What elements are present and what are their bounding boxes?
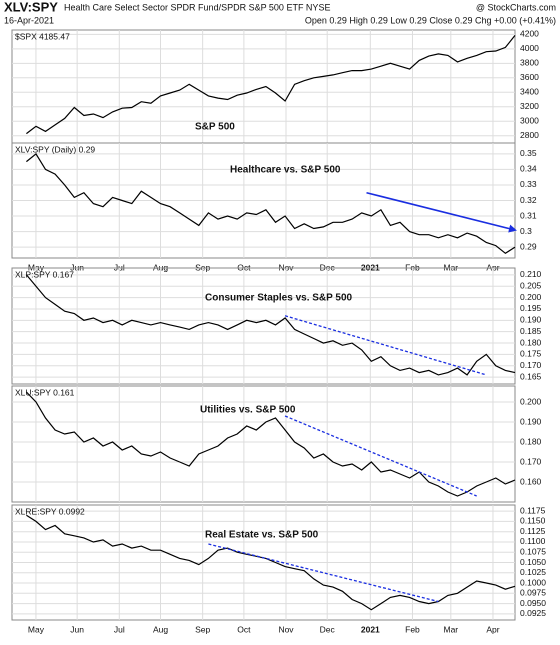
panel-legend: XLRE:SPY 0.0992 xyxy=(15,506,85,516)
y-tick-label: 2800 xyxy=(520,130,539,140)
trend-line xyxy=(366,191,517,233)
y-tick-label: 3800 xyxy=(520,58,539,68)
y-tick-label: 0.200 xyxy=(520,396,542,406)
security-name: Health Care Select Sector SPDR Fund/SPDR… xyxy=(64,2,330,12)
y-tick-label: 0.29 xyxy=(520,241,537,251)
x-tick-label: May xyxy=(28,624,45,634)
x-tick-label: Feb xyxy=(405,262,420,272)
price-line xyxy=(25,391,516,497)
price-line xyxy=(26,35,516,135)
y-tick-label: 0.180 xyxy=(520,436,542,446)
y-tick-label: 0.0925 xyxy=(520,608,546,618)
x-tick-label: Dec xyxy=(320,262,336,272)
panel-frame xyxy=(11,267,516,385)
y-tick-label: 0.0950 xyxy=(520,598,546,608)
y-tick-label: 0.205 xyxy=(520,280,542,290)
y-tick-label: 0.0975 xyxy=(520,588,546,598)
panel-frame xyxy=(11,385,516,503)
panel-annotation: Healthcare vs. S&P 500 xyxy=(230,165,341,176)
panel-legend: XLV:SPY (Daily) 0.29 xyxy=(15,144,95,154)
panel-annotation: Utilities vs. S&P 500 xyxy=(200,405,296,416)
x-tick-label: Apr xyxy=(486,262,499,272)
y-tick-label: 0.1000 xyxy=(520,577,546,587)
x-tick-label: Mar xyxy=(443,624,458,634)
y-tick-label: 0.165 xyxy=(520,371,542,381)
x-tick-label: 2021 xyxy=(361,624,380,634)
x-tick-label: Nov xyxy=(278,624,294,634)
y-tick-label: 0.1175 xyxy=(520,505,546,515)
y-tick-label: 0.1100 xyxy=(520,536,546,546)
y-tick-label: 0.210 xyxy=(520,269,542,279)
x-tick-label: Dec xyxy=(320,624,336,634)
panel-annotation: Consumer Staples vs. S&P 500 xyxy=(205,293,353,304)
symbol: XLV:SPY xyxy=(4,0,58,14)
date: 16-Apr-2021 xyxy=(4,15,54,25)
panel-frame xyxy=(11,29,516,144)
panel-annotation: S&P 500 xyxy=(195,122,235,133)
y-tick-label: 0.1025 xyxy=(520,567,546,577)
y-tick-label: 0.170 xyxy=(520,360,542,370)
y-tick-label: 0.190 xyxy=(520,315,542,325)
x-tick-label: Aug xyxy=(153,262,168,272)
source: @ StockCharts.com xyxy=(476,2,556,12)
y-tick-label: 0.1150 xyxy=(520,516,546,526)
x-tick-label: Aug xyxy=(153,624,168,634)
x-tick-label: 2021 xyxy=(361,262,380,272)
x-tick-label: Sep xyxy=(195,624,210,634)
y-tick-label: 4000 xyxy=(520,43,539,53)
y-tick-label: 0.170 xyxy=(520,456,542,466)
x-tick-label: Oct xyxy=(237,262,251,272)
x-tick-label: Jul xyxy=(114,624,125,634)
x-tick-label: Mar xyxy=(443,262,458,272)
x-tick-label: Jul xyxy=(114,262,125,272)
x-tick-label: Oct xyxy=(237,624,251,634)
y-tick-label: 0.180 xyxy=(520,337,542,347)
y-tick-label: 0.32 xyxy=(520,195,537,205)
panel-legend: XLU:SPY 0.161 xyxy=(15,387,75,397)
y-tick-label: 4200 xyxy=(520,29,539,39)
price-line xyxy=(26,514,516,611)
y-tick-label: 0.34 xyxy=(520,164,537,174)
x-tick-label: Sep xyxy=(195,262,210,272)
panel-legend: XLP:SPY 0.167 xyxy=(15,269,74,279)
y-tick-label: 0.35 xyxy=(520,148,537,158)
x-tick-label: May xyxy=(28,262,45,272)
y-tick-label: 0.195 xyxy=(520,303,542,313)
x-tick-label: Feb xyxy=(405,624,420,634)
y-tick-label: 0.31 xyxy=(520,210,537,220)
trend-line xyxy=(284,415,477,497)
x-tick-label: Nov xyxy=(278,262,294,272)
y-tick-label: 0.160 xyxy=(520,476,542,486)
y-tick-label: 0.185 xyxy=(520,326,542,336)
y-tick-label: 3200 xyxy=(520,101,539,111)
y-tick-label: 0.1125 xyxy=(520,526,546,536)
x-tick-label: Jun xyxy=(70,624,84,634)
x-tick-label: Jun xyxy=(70,262,84,272)
trend-line xyxy=(208,543,439,603)
y-tick-label: 0.175 xyxy=(520,349,542,359)
y-tick-label: 0.3 xyxy=(520,226,532,236)
y-tick-label: 0.33 xyxy=(520,179,537,189)
y-tick-label: 3600 xyxy=(520,72,539,82)
quote: Open 0.29 High 0.29 Low 0.29 Close 0.29 … xyxy=(305,15,556,25)
price-line xyxy=(26,153,516,255)
panel-legend: $SPX 4185.47 xyxy=(15,31,70,41)
panel-annotation: Real Estate vs. S&P 500 xyxy=(205,530,319,541)
y-tick-label: 0.200 xyxy=(520,292,542,302)
y-tick-label: 0.1050 xyxy=(520,557,546,567)
price-line xyxy=(25,274,516,376)
y-tick-label: 0.190 xyxy=(520,416,542,426)
y-tick-label: 3400 xyxy=(520,87,539,97)
y-tick-label: 3000 xyxy=(520,116,539,126)
x-tick-label: Apr xyxy=(486,624,499,634)
y-tick-label: 0.1075 xyxy=(520,546,546,556)
